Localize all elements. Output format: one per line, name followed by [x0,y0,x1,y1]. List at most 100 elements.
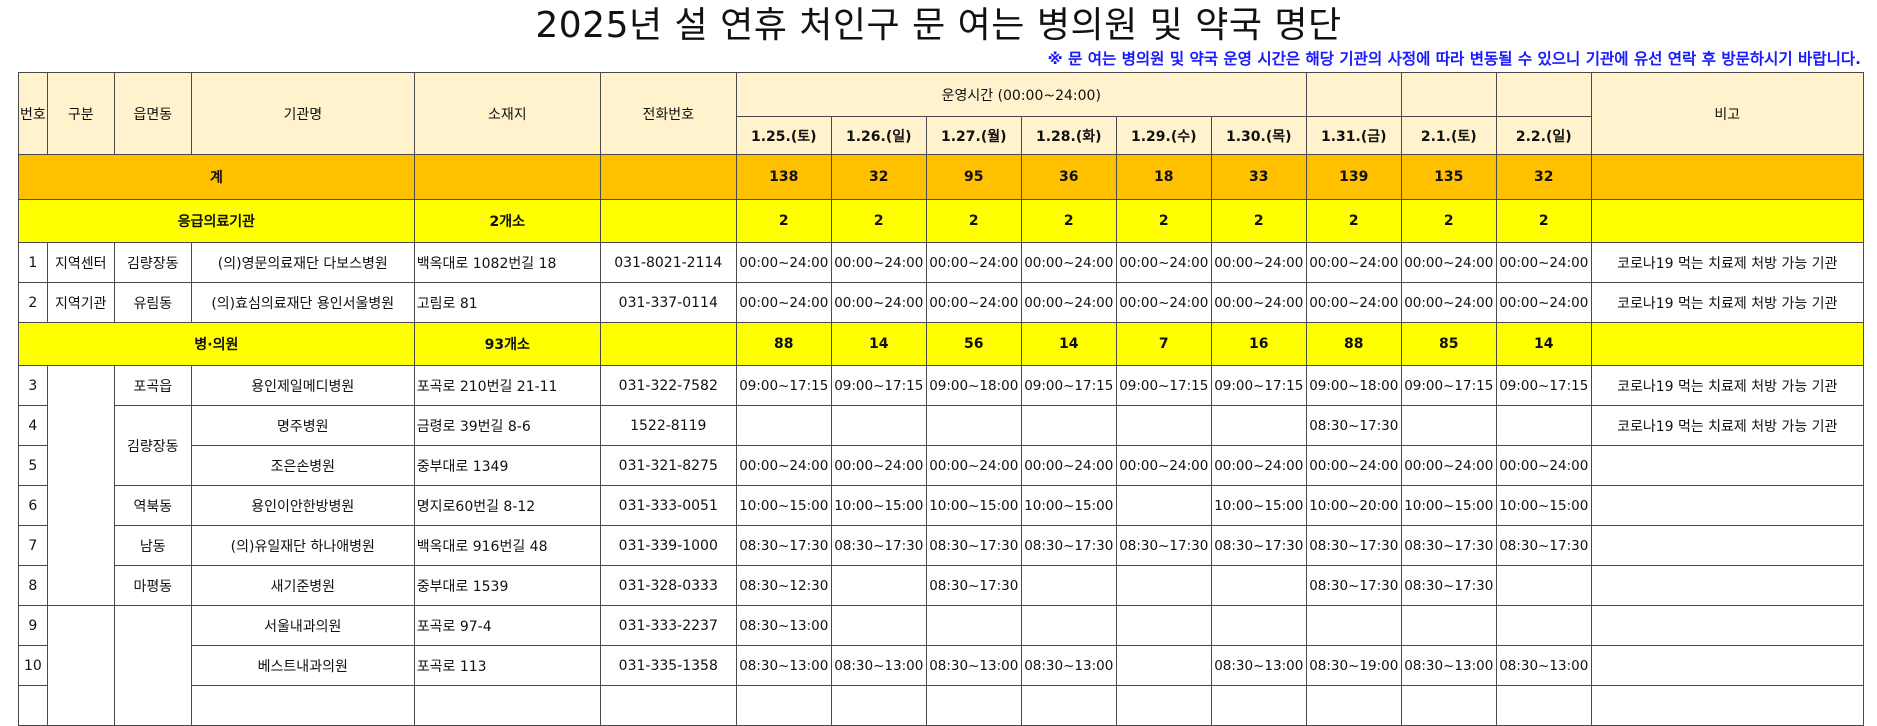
row-no: 8 [18,565,48,606]
row-hours: 09:00~17:15 [1210,365,1307,406]
row-hours: 00:00~24:00 [1020,242,1117,283]
row-type-blank [46,605,115,726]
row-note: 코로나19 먹는 치료제 처방 가능 기관 [1590,242,1864,283]
row-hours: 08:30~17:30 [1495,525,1592,566]
row-hours [1495,405,1592,446]
row-phone: 031-333-2237 [599,605,737,646]
row-hours: 08:30~13:00 [1210,645,1307,686]
row-address: 포곡로 210번길 21-11 [413,365,601,406]
row-type: 지역기관 [46,282,115,323]
total-count: 18 [1115,154,1212,200]
row-hours [1210,685,1307,726]
row-hours: 08:30~13:00 [1495,645,1592,686]
row-note: 코로나19 먹는 치료제 처방 가능 기관 [1590,405,1864,446]
row-hours: 00:00~24:00 [1210,445,1307,486]
row-hours: 09:00~18:00 [1305,365,1402,406]
row-hours: 10:00~15:00 [1020,485,1117,526]
section-day-count: 14 [1495,322,1592,366]
row-hours: 09:00~17:15 [830,365,927,406]
row-type-blank [46,365,115,606]
row-district: 남동 [113,525,192,566]
section-label: 응급의료기관 [18,199,415,243]
row-hours [735,405,832,446]
row-hours: 08:30~17:30 [735,525,832,566]
row-phone: 031-328-0333 [599,565,737,606]
row-hours: 00:00~24:00 [735,282,832,323]
row-hours: 00:00~24:00 [830,242,927,283]
row-note: 코로나19 먹는 치료제 처방 가능 기관 [1590,365,1864,406]
row-hours: 10:00~15:00 [1210,485,1307,526]
row-phone: 031-337-0114 [599,282,737,323]
row-hours: 00:00~24:00 [1115,282,1212,323]
row-phone: 031-322-7582 [599,365,737,406]
row-note [1590,605,1864,646]
section-day-count: 2 [1495,199,1592,243]
section-day-count: 88 [1305,322,1402,366]
row-hours: 08:30~17:30 [1115,525,1212,566]
header-phone: 전화번호 [599,72,737,155]
row-district: 김량장동 [113,242,192,283]
row-no: 5 [18,445,48,486]
section-day-count: 14 [1020,322,1117,366]
total-count: 139 [1305,154,1402,200]
row-hours: 10:00~15:00 [735,485,832,526]
row-hours [1210,605,1307,646]
row-address: 금령로 39번길 8-6 [413,405,601,446]
table-row: 1 지역센터 김량장동 (의)영문의료재단 다보스병원 백옥대로 1082번길 … [18,242,1864,283]
section-label: 병·의원 [18,322,415,366]
notice-text: ※ 문 여는 병의원 및 약국 운영 시간은 해당 기관의 사정에 따라 변동될… [1047,50,1861,68]
section-day-count: 2 [830,199,927,243]
row-name: 용인제일메디병원 [190,365,415,406]
header-date: 2.1.(토) [1400,116,1497,155]
row-district: 김량장동 [113,405,192,486]
section-day-count: 2 [1400,199,1497,243]
row-hours: 00:00~24:00 [1495,242,1592,283]
row-hours [1115,685,1212,726]
row-name: 명주병원 [190,405,415,446]
row-hours: 00:00~24:00 [830,282,927,323]
row-hours: 08:30~13:00 [735,645,832,686]
row-hours: 00:00~24:00 [1400,242,1497,283]
header-address: 소재지 [413,72,601,155]
row-district: 마평동 [113,565,192,606]
section-day-count: 2 [1305,199,1402,243]
table-row: 8 마평동 새기준병원 중부대로 1539 031-328-0333 08:30… [18,565,1864,606]
row-hours: 09:00~18:00 [925,365,1022,406]
table-row [18,685,1864,726]
header-no: 번호 [18,72,48,155]
row-no: 7 [18,525,48,566]
row-name: 서울내과의원 [190,605,415,646]
row-district: 포곡읍 [113,365,192,406]
row-hours: 00:00~24:00 [1210,242,1307,283]
row-type: 지역센터 [46,242,115,283]
header-district: 읍면동 [113,72,192,155]
row-address: 중부대로 1349 [413,445,601,486]
row-hours: 08:30~17:30 [1305,405,1402,446]
row-hours: 10:00~20:00 [1305,485,1402,526]
header-blank-1 [1305,72,1402,117]
section-row-emergency: 응급의료기관 2개소 2 2 2 2 2 2 2 2 2 [18,199,1864,243]
total-address-blank [413,154,601,200]
row-hours: 09:00~17:15 [1400,365,1497,406]
row-hours: 10:00~15:00 [830,485,927,526]
header-hours-group: 운영시간 (00:00~24:00) [735,72,1307,117]
row-hours: 08:30~13:00 [735,605,832,646]
row-hours: 00:00~24:00 [1115,445,1212,486]
row-hours: 00:00~24:00 [1020,282,1117,323]
row-note [1590,485,1864,526]
row-hours: 08:30~17:30 [1305,565,1402,606]
row-district: 유림동 [113,282,192,323]
row-no [18,685,48,726]
total-count: 138 [735,154,832,200]
table-row: 6 역북동 용인이안한방병원 명지로60번길 8-12 031-333-0051… [18,485,1864,526]
header-date: 1.26.(일) [830,116,927,155]
row-no: 3 [18,365,48,406]
row-note [1590,525,1864,566]
row-phone: 031-339-1000 [599,525,737,566]
row-hours [1020,405,1117,446]
row-name: 조은손병원 [190,445,415,486]
section-day-count: 56 [925,322,1022,366]
table-row: 9 서울내과의원 포곡로 97-4 031-333-2237 08:30~13:… [18,605,1864,726]
row-hours [1210,405,1307,446]
row-no: 2 [18,282,48,323]
